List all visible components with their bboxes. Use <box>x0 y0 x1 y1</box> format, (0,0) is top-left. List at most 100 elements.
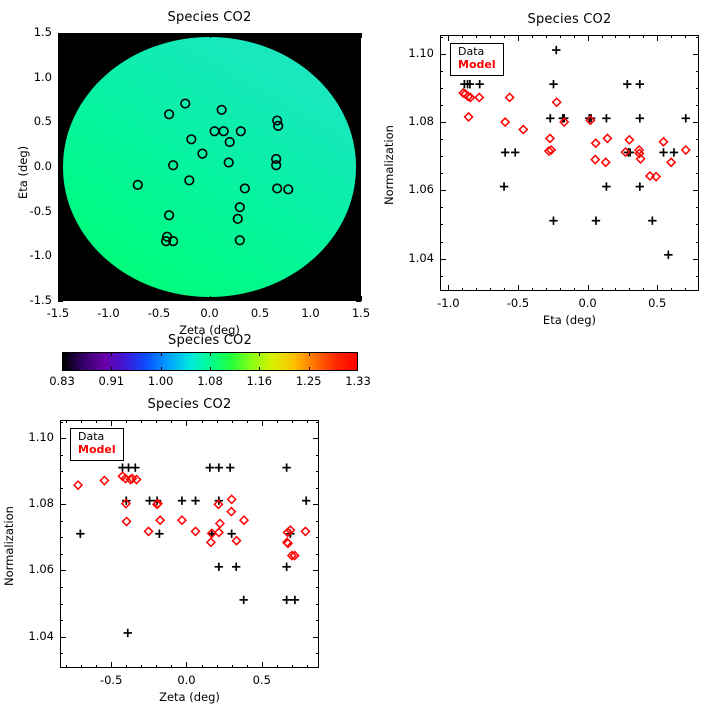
zeta-panel-ytick <box>313 636 319 638</box>
data-plus-marker <box>635 182 645 191</box>
map-xtick <box>310 296 312 301</box>
data-plus-marker <box>76 529 85 538</box>
zeta-panel-xminortick <box>96 420 98 423</box>
map-xtick-label: 1.5 <box>351 306 371 320</box>
eta-panel-markers <box>458 45 691 260</box>
eta-panel-xminortick <box>671 288 673 291</box>
map-xtick <box>361 296 362 301</box>
data-plus-marker <box>552 45 561 55</box>
zeta-panel-xminortick <box>96 665 98 668</box>
map-ytick <box>356 301 361 302</box>
eta-panel-xtick <box>587 35 589 41</box>
eta-panel-yaxis-label: Normalization <box>382 125 396 205</box>
model-diamond-marker <box>286 550 297 561</box>
eta-scatter-panel: Species CO2 -1.0 -0.5 0.0 0.5 1.04 1.06 1.08 1.1… <box>380 0 720 340</box>
model-diamond-marker <box>131 474 142 485</box>
model-diamond-marker <box>176 515 188 526</box>
zeta-panel-yminortick <box>316 487 319 489</box>
zeta-panel-title: Species CO2 <box>147 397 232 412</box>
model-diamond-marker <box>458 87 469 99</box>
eta-panel-xtick <box>657 285 659 291</box>
model-diamond-marker <box>214 518 225 529</box>
map-xtick-label: 0.5 <box>250 306 270 320</box>
zeta-panel-xminortick <box>216 665 218 668</box>
data-plus-marker <box>465 79 475 89</box>
data-plus-marker <box>145 496 154 505</box>
eta-panel-xminortick <box>476 288 478 291</box>
colorbar-title: Species CO2 <box>168 333 252 348</box>
model-diamond-marker <box>73 480 84 491</box>
map-source-circle <box>232 213 243 224</box>
model-diamond-marker <box>152 498 163 509</box>
zeta-panel-yminortick <box>60 586 63 588</box>
eta-panel-ytick <box>440 53 446 55</box>
data-plus-marker <box>231 562 241 572</box>
colorbar-tick <box>160 352 162 356</box>
model-diamond-marker <box>282 527 293 538</box>
data-plus-marker <box>681 114 690 123</box>
map-axes-frame <box>58 33 361 301</box>
eta-panel-xtick-label: 0.0 <box>578 296 597 310</box>
colorbar-tick <box>259 352 261 356</box>
data-plus-marker <box>214 562 224 572</box>
eta-panel-xtick <box>587 285 589 291</box>
legend-model-label: Model <box>458 57 496 71</box>
map-xtick-label: -0.5 <box>147 306 171 320</box>
map-ytick-label: -0.5 <box>29 203 52 218</box>
colorbar-tick <box>111 352 113 356</box>
eta-panel-xminortick <box>671 35 673 38</box>
eta-panel-yminortick <box>696 104 699 106</box>
map-ytick <box>58 77 63 79</box>
eta-panel-xminortick <box>643 288 645 291</box>
colorbar-tick <box>160 367 162 371</box>
data-plus-marker <box>546 114 555 123</box>
zeta-panel-ytick <box>313 570 319 572</box>
data-plus-marker <box>591 216 601 225</box>
data-plus-marker <box>499 182 509 191</box>
zeta-panel-ytick <box>60 636 66 638</box>
data-plus-marker <box>123 628 132 638</box>
data-plus-marker <box>155 529 164 538</box>
map-ytick-label: 1.0 <box>33 69 52 84</box>
zeta-panel-xminortick <box>81 665 83 668</box>
eta-panel-ytick <box>693 122 699 124</box>
data-plus-marker <box>602 182 611 191</box>
data-plus-marker <box>475 79 484 89</box>
zeta-panel-xminortick <box>246 420 248 423</box>
eta-panel-xtick <box>657 35 659 41</box>
eta-panel-xtick-label: -0.5 <box>506 296 530 310</box>
eta-panel-xminortick <box>685 35 687 38</box>
zeta-panel-xtick <box>111 662 113 668</box>
eta-panel-xminortick <box>490 288 492 291</box>
zeta-panel-xminortick <box>231 420 233 423</box>
map-xtick <box>209 296 211 301</box>
data-plus-marker <box>131 463 140 472</box>
eta-panel-ytick <box>693 190 699 192</box>
eta-panel-yminortick <box>440 275 443 277</box>
data-plus-marker <box>282 463 291 472</box>
map-source-circle <box>272 183 283 194</box>
model-diamond-marker <box>289 550 300 561</box>
zeta-panel-xminortick <box>201 665 203 668</box>
map-source-circle <box>168 236 179 247</box>
model-diamond-marker <box>155 515 166 526</box>
eta-panel-xminortick <box>629 288 631 291</box>
eta-panel-xminortick <box>615 288 617 291</box>
map-ytick <box>356 122 361 124</box>
map-xtick <box>108 296 110 301</box>
eta-panel-xminortick <box>490 35 492 38</box>
eta-panel-yminortick <box>440 139 443 141</box>
data-plus-marker <box>282 595 291 605</box>
colorbar-tick <box>111 367 113 371</box>
zeta-panel-ytick <box>313 438 319 440</box>
map-source-circle <box>180 98 191 109</box>
map-ytick <box>58 211 63 213</box>
eta-panel-yminortick <box>440 36 443 38</box>
map-ytick-label: -1.5 <box>29 293 52 307</box>
zeta-panel-yminortick <box>60 603 63 605</box>
model-diamond-marker <box>226 494 237 505</box>
model-diamond-marker <box>463 91 474 102</box>
model-diamond-marker <box>620 147 631 158</box>
zeta-panel-yminortick <box>60 620 63 622</box>
eta-panel-xminortick <box>545 288 547 291</box>
